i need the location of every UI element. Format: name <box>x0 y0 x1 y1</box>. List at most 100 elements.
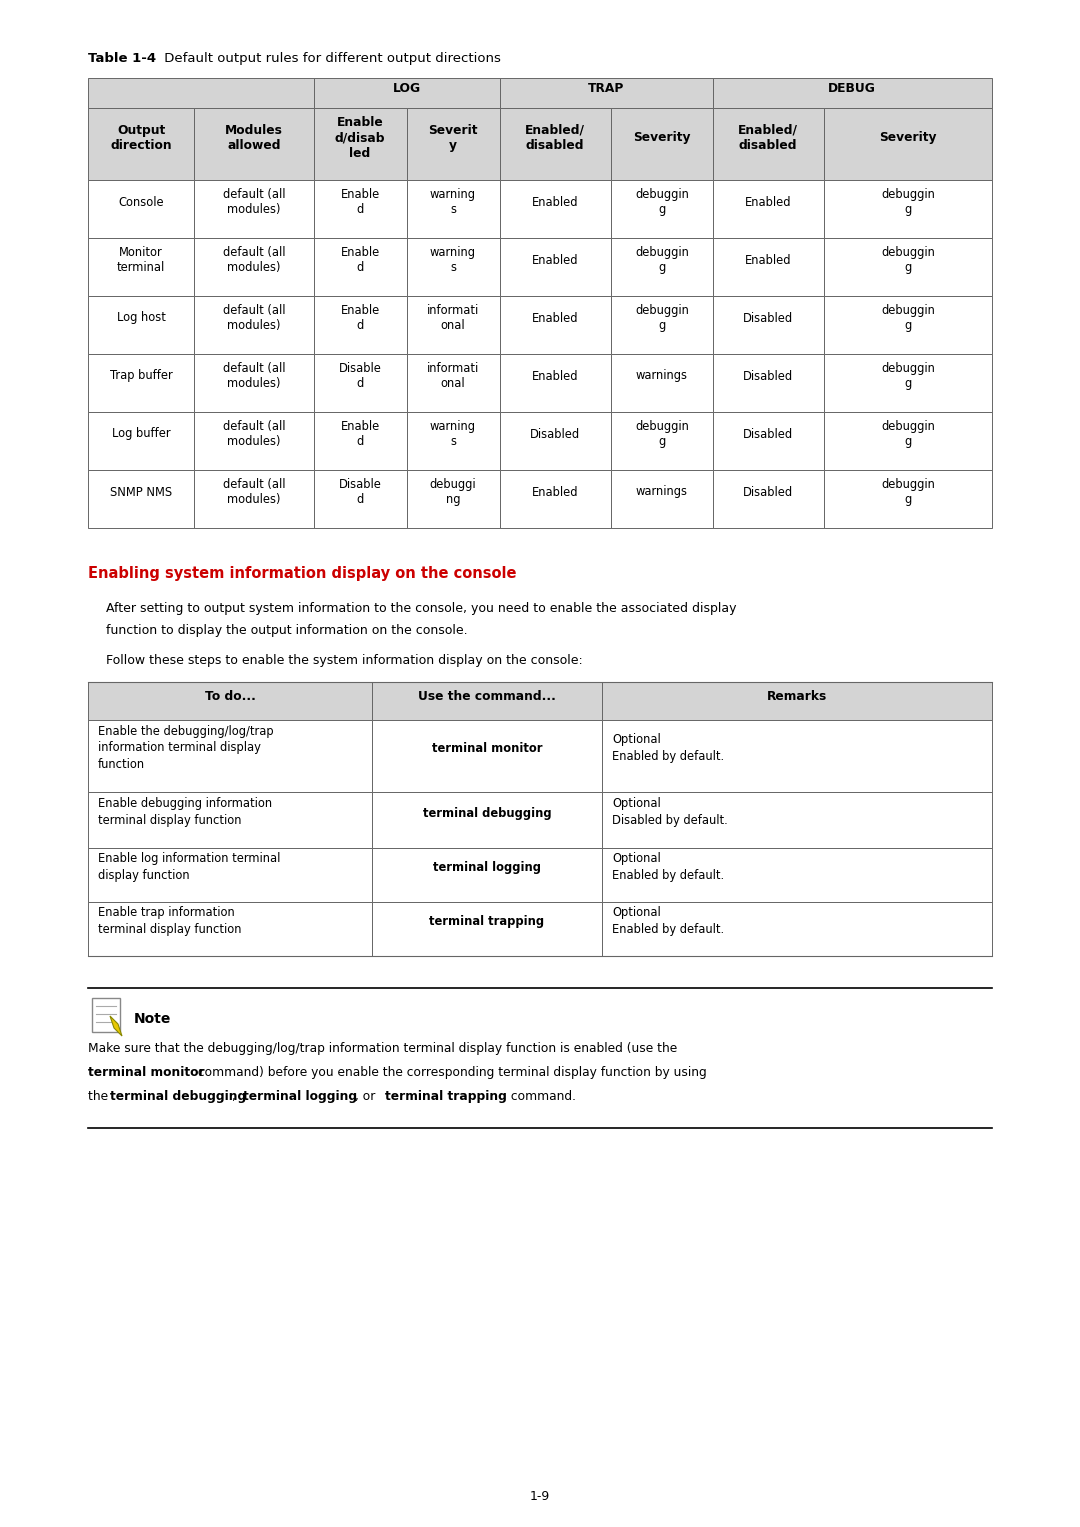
Text: Enabled: Enabled <box>531 253 578 267</box>
Bar <box>611 470 713 528</box>
Text: Output
direction: Output direction <box>110 124 172 153</box>
Polygon shape <box>110 1015 122 1035</box>
Text: After setting to output system information to the console, you need to enable th: After setting to output system informati… <box>106 602 737 615</box>
Text: warnings: warnings <box>636 370 688 382</box>
Text: Disable
d: Disable d <box>338 362 381 391</box>
Bar <box>314 412 407 470</box>
Text: Disabled: Disabled <box>743 428 793 440</box>
Text: function to display the output information on the console.: function to display the output informati… <box>106 625 468 637</box>
Bar <box>87 793 372 847</box>
Text: 1-9: 1-9 <box>530 1490 550 1503</box>
Text: SNMP NMS: SNMP NMS <box>110 486 172 498</box>
Bar <box>713 296 824 354</box>
Bar <box>602 902 993 956</box>
Bar <box>194 296 314 354</box>
Text: command) before you enable the corresponding terminal display function by using: command) before you enable the correspon… <box>194 1066 706 1080</box>
Bar <box>87 78 314 108</box>
Bar <box>194 470 314 528</box>
Bar <box>194 238 314 296</box>
Text: default (all
modules): default (all modules) <box>222 304 285 333</box>
Text: debuggin
g: debuggin g <box>881 188 935 217</box>
Text: Console: Console <box>118 195 164 209</box>
Bar <box>611 180 713 238</box>
Bar <box>314 108 407 180</box>
Text: default (all
modules): default (all modules) <box>222 246 285 275</box>
Text: terminal logging: terminal logging <box>243 1090 357 1102</box>
Bar <box>824 412 993 470</box>
Text: Enable trap information
terminal display function: Enable trap information terminal display… <box>98 906 242 936</box>
Text: informati
onal: informati onal <box>427 304 480 333</box>
Text: LOG: LOG <box>393 82 421 96</box>
Bar <box>314 470 407 528</box>
Bar <box>611 412 713 470</box>
Text: Optional
Disabled by default.: Optional Disabled by default. <box>612 797 728 826</box>
Bar <box>407 238 500 296</box>
Bar <box>500 470 611 528</box>
Bar <box>824 180 993 238</box>
Bar <box>611 108 713 180</box>
Text: debuggin
g: debuggin g <box>635 304 689 333</box>
Bar <box>87 721 372 793</box>
Bar <box>407 180 500 238</box>
Bar <box>372 683 602 721</box>
Bar <box>372 902 602 956</box>
Text: Disabled: Disabled <box>530 428 580 440</box>
Bar <box>713 108 824 180</box>
Text: Enabled: Enabled <box>745 195 792 209</box>
Text: Severity: Severity <box>633 131 691 145</box>
Text: Log buffer: Log buffer <box>111 428 171 440</box>
Bar <box>602 721 993 793</box>
Bar <box>500 412 611 470</box>
Text: Enable the debugging/log/trap
information terminal display
function: Enable the debugging/log/trap informatio… <box>98 725 273 771</box>
Bar <box>713 238 824 296</box>
Text: Default output rules for different output directions: Default output rules for different outpu… <box>160 52 501 66</box>
Bar <box>194 180 314 238</box>
Text: Enabled: Enabled <box>531 195 578 209</box>
Bar <box>407 412 500 470</box>
Text: , or: , or <box>355 1090 379 1102</box>
Text: Disable
d: Disable d <box>338 478 381 507</box>
Bar <box>92 999 120 1032</box>
Bar <box>407 470 500 528</box>
Text: Remarks: Remarks <box>767 690 827 704</box>
Text: ,: , <box>232 1090 240 1102</box>
Bar <box>87 847 372 902</box>
Text: debuggin
g: debuggin g <box>635 420 689 449</box>
Bar <box>314 354 407 412</box>
Text: debuggin
g: debuggin g <box>635 246 689 275</box>
Bar <box>87 296 194 354</box>
Bar <box>372 721 602 793</box>
Text: Enabled: Enabled <box>531 486 578 498</box>
Text: Modules
allowed: Modules allowed <box>225 124 283 153</box>
Bar <box>500 296 611 354</box>
Bar <box>407 108 500 180</box>
Text: warning
s: warning s <box>430 420 476 449</box>
Text: Optional
Enabled by default.: Optional Enabled by default. <box>612 906 724 936</box>
Text: Trap buffer: Trap buffer <box>110 370 173 382</box>
Text: TRAP: TRAP <box>588 82 624 96</box>
Text: default (all
modules): default (all modules) <box>222 478 285 507</box>
Text: Enable log information terminal
display function: Enable log information terminal display … <box>98 852 281 881</box>
Text: debuggi
ng: debuggi ng <box>430 478 476 507</box>
Text: debuggin
g: debuggin g <box>635 188 689 217</box>
Bar <box>87 238 194 296</box>
Text: debuggin
g: debuggin g <box>881 362 935 391</box>
Text: terminal debugging: terminal debugging <box>110 1090 246 1102</box>
Text: Enabled: Enabled <box>531 312 578 325</box>
Text: Enable
d: Enable d <box>340 188 380 217</box>
Bar <box>87 354 194 412</box>
Bar <box>87 683 372 721</box>
Text: Enabled: Enabled <box>531 370 578 382</box>
Text: Table 1-4: Table 1-4 <box>87 52 157 66</box>
Bar <box>824 238 993 296</box>
Text: Optional
Enabled by default.: Optional Enabled by default. <box>612 852 724 881</box>
Bar <box>194 354 314 412</box>
Bar <box>372 793 602 847</box>
Text: default (all
modules): default (all modules) <box>222 420 285 449</box>
Bar <box>87 902 372 956</box>
Bar <box>611 238 713 296</box>
Text: warning
s: warning s <box>430 246 476 275</box>
Bar <box>713 180 824 238</box>
Bar <box>611 296 713 354</box>
Bar <box>602 793 993 847</box>
